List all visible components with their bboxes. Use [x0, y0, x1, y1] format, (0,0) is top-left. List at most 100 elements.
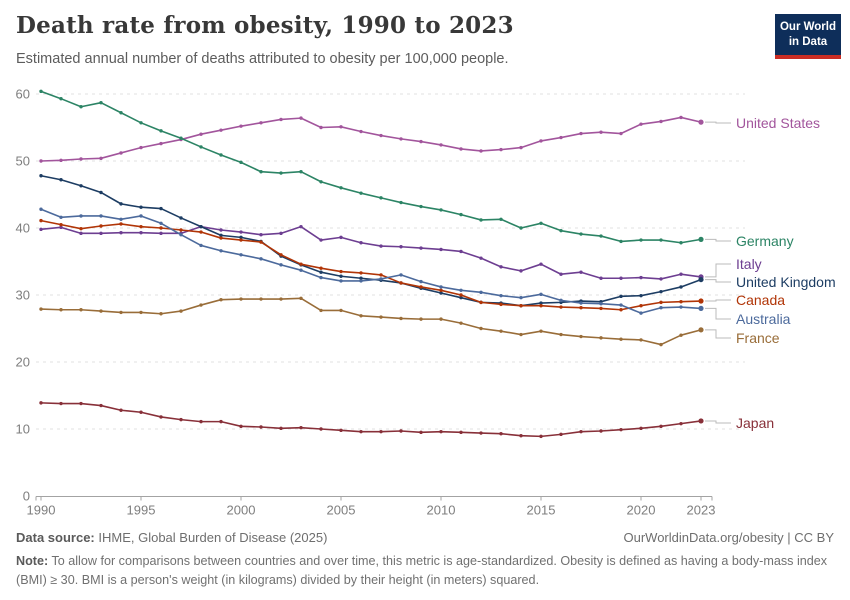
data-point: [599, 306, 603, 311]
legend-label-united-kingdom[interactable]: United Kingdom: [736, 274, 836, 290]
data-point: [359, 279, 363, 283]
legend-connector: [705, 279, 731, 283]
data-point: [499, 293, 503, 298]
legend-label-germany[interactable]: Germany: [736, 233, 794, 249]
data-point: [499, 302, 503, 307]
legend-connector: [705, 420, 731, 424]
owid-logo-line1: Our World: [779, 21, 836, 33]
data-point: [639, 304, 643, 308]
page-title: Death rate from obesity, 1990 to 2023: [16, 12, 514, 39]
data-point: [59, 215, 63, 219]
data-point: [299, 425, 303, 430]
x-tick-label: 2023: [687, 503, 716, 518]
legend-label-australia[interactable]: Australia: [736, 311, 791, 327]
data-point: [219, 249, 223, 253]
data-point: [399, 200, 403, 205]
data-point: [519, 269, 523, 273]
data-point: [39, 207, 43, 211]
legend-label-canada[interactable]: Canada: [736, 292, 785, 308]
y-tick-label: 0: [23, 489, 30, 504]
data-point: [319, 125, 323, 130]
data-point: [259, 233, 263, 237]
data-point: [619, 239, 623, 244]
data-point: [179, 136, 183, 140]
series-line-france[interactable]: [40, 297, 702, 346]
data-point: [519, 145, 523, 150]
data-point: [439, 291, 443, 295]
data-point: [539, 304, 543, 308]
legend-label-united-states[interactable]: United States: [736, 115, 820, 131]
data-point: [399, 281, 403, 285]
note-text: To allow for comparisons between countri…: [16, 554, 828, 587]
data-point: [419, 204, 423, 209]
chart-subtitle: Estimated annual number of deaths attrib…: [16, 51, 509, 67]
legend-connector: [705, 238, 731, 242]
series-line-australia[interactable]: [40, 208, 702, 314]
data-point: [299, 224, 303, 229]
legend-label-france[interactable]: France: [736, 330, 780, 346]
data-point: [79, 184, 83, 188]
data-point: [419, 139, 423, 144]
data-point: [59, 225, 63, 230]
data-point: [239, 238, 243, 242]
data-point: [619, 294, 623, 299]
data-point: [659, 289, 663, 294]
series-line-united-states[interactable]: [40, 116, 702, 162]
legend-label-japan[interactable]: Japan: [736, 415, 774, 431]
data-point: [39, 218, 43, 223]
data-point: [679, 421, 683, 426]
data-point: [579, 131, 583, 136]
data-point: [679, 333, 683, 337]
data-point: [139, 310, 143, 315]
data-point: [339, 186, 343, 190]
owid-license-link[interactable]: OurWorldinData.org/obesity | CC BY: [623, 530, 835, 545]
data-point: [79, 401, 83, 406]
data-point: [619, 276, 623, 280]
legend-connector: [705, 307, 731, 320]
legend-connector: [705, 329, 731, 339]
data-point: [499, 265, 503, 269]
data-point: [519, 434, 523, 438]
data-point: [698, 327, 704, 333]
data-point: [698, 298, 704, 304]
data-point: [39, 227, 43, 232]
data-point: [359, 429, 363, 434]
data-point: [199, 230, 203, 234]
data-point: [698, 418, 704, 424]
data-point: [679, 285, 683, 289]
data-point: [99, 231, 103, 236]
data-point: [559, 305, 563, 309]
data-point: [379, 196, 383, 200]
series-line-germany[interactable]: [40, 90, 702, 244]
legend-connector: [705, 299, 731, 302]
data-point: [259, 425, 263, 429]
data-point: [559, 135, 563, 140]
data-point: [619, 337, 623, 341]
owid-logo[interactable]: Our World in Data: [775, 14, 841, 59]
data-point: [239, 124, 243, 128]
data-point: [439, 285, 443, 289]
data-point: [599, 336, 603, 340]
y-tick-label: 30: [16, 288, 30, 303]
data-point: [119, 310, 123, 315]
data-point: [499, 147, 503, 152]
series-line-japan[interactable]: [40, 402, 702, 438]
data-point: [419, 285, 423, 289]
data-point: [659, 306, 663, 310]
data-point: [579, 429, 583, 434]
data-point: [279, 171, 283, 175]
data-point: [599, 276, 603, 280]
data-point: [439, 429, 443, 434]
series-line-canada[interactable]: [40, 219, 702, 311]
series-line-italy[interactable]: [40, 225, 702, 280]
data-point: [159, 206, 163, 211]
data-point: [639, 238, 643, 242]
legend-label-italy[interactable]: Italy: [736, 256, 762, 272]
data-point: [259, 121, 263, 125]
data-point: [379, 273, 383, 277]
data-point: [39, 159, 43, 163]
data-point: [659, 424, 663, 429]
data-point: [279, 263, 283, 267]
data-point: [519, 226, 523, 230]
data-point: [319, 238, 323, 242]
